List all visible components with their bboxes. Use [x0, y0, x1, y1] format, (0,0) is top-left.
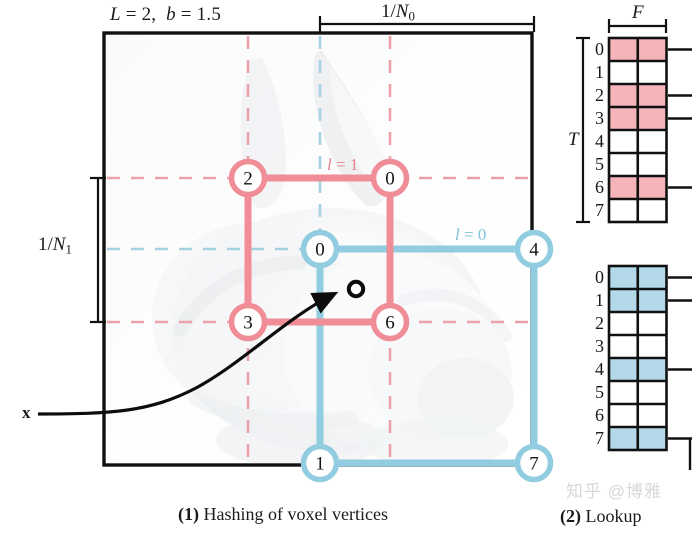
level-label-l0: l = 0 — [455, 225, 487, 244]
bracket-label-1-over-N0: 1/N0 — [381, 1, 415, 24]
bracket-F — [607, 19, 668, 33]
query-point-marker — [346, 279, 366, 299]
caption-panel-2: (2) Lookup — [560, 506, 642, 527]
vertex-label-l1-3: 6 — [385, 313, 395, 334]
blue-row-index-3: 3 — [595, 336, 604, 356]
bracket-1-over-N0 — [318, 16, 536, 32]
pink-row-index-3: 3 — [595, 108, 604, 128]
level0-dashed-grid — [107, 36, 322, 251]
pink-row-index-0: 0 — [595, 39, 604, 59]
pink-row-index-4: 4 — [595, 131, 604, 151]
blue-row-index-0: 0 — [595, 267, 604, 287]
caption-2-text: Lookup — [581, 506, 642, 526]
vertex-label-l0-1: 4 — [529, 240, 539, 261]
pink-row-index-1: 1 — [595, 62, 604, 82]
blue-row-index-1: 1 — [595, 290, 604, 310]
blue-hash-table[interactable] — [607, 264, 692, 470]
vertex-label-l0-0: 0 — [315, 240, 325, 261]
pink-row-index-2: 2 — [595, 85, 604, 105]
vertex-label-l1-1: 0 — [385, 169, 395, 190]
level1-vertex-nodes — [228, 158, 410, 342]
vertex-label-l1-0: 2 — [243, 169, 253, 190]
blue-row-index-4: 4 — [595, 359, 604, 379]
bracket-1-over-N1 — [90, 176, 106, 324]
level0-voxel-edges — [316, 245, 538, 467]
pink-hash-table[interactable] — [607, 36, 692, 224]
level-params-label: L = 2, b = 1.5 — [110, 4, 222, 25]
vertex-label-l1-2: 3 — [243, 313, 253, 334]
query-point-arrow — [37, 291, 339, 416]
blue-row-index-2: 2 — [595, 313, 604, 333]
query-point-label: x — [22, 403, 31, 422]
bracket-label-T: T — [568, 129, 579, 150]
vertex-label-l0-3: 7 — [529, 454, 539, 475]
bracket-label-F: F — [632, 2, 644, 23]
blue-table-connector-ticks — [668, 276, 692, 470]
pink-row-index-7: 7 — [595, 200, 604, 220]
level1-voxel-edges — [244, 174, 394, 326]
vertex-label-l0-2: 1 — [315, 454, 325, 475]
caption-1-text: Hashing of voxel vertices — [199, 504, 388, 524]
bracket-T — [576, 36, 590, 224]
blue-row-index-6: 6 — [595, 405, 604, 425]
pink-table-connector-ticks — [668, 48, 692, 189]
level-label-l1: l = 1 — [327, 155, 359, 174]
pink-row-index-6: 6 — [595, 177, 604, 197]
caption-2-number: (2) — [560, 506, 581, 526]
blue-row-index-7: 7 — [595, 428, 604, 448]
level0-vertex-nodes — [300, 229, 554, 483]
bracket-label-1-over-N1: 1/N1 — [38, 234, 72, 257]
caption-panel-1: (1) Hashing of voxel vertices — [178, 504, 388, 525]
watermark: 知乎 @博雅 — [566, 482, 662, 501]
blue-row-index-5: 5 — [595, 382, 604, 402]
caption-1-number: (1) — [178, 504, 199, 524]
pink-row-index-5: 5 — [595, 154, 604, 174]
